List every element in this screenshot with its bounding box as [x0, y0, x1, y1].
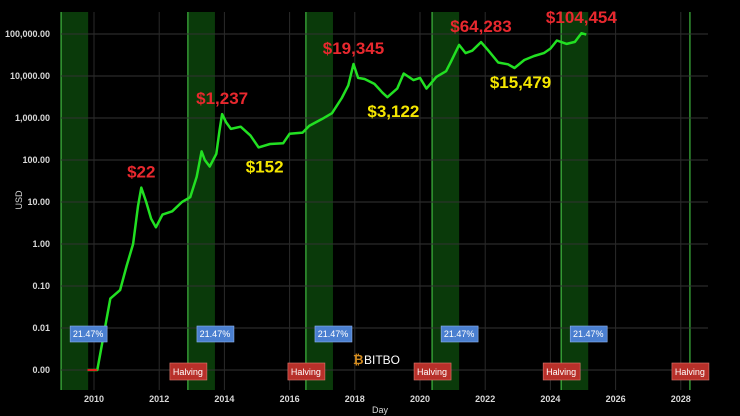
- trough-label: $152: [246, 157, 284, 176]
- x-tick-label: 2020: [410, 394, 430, 404]
- trough-label: $3,122: [367, 102, 419, 121]
- halving-badge: Halving: [542, 362, 581, 381]
- x-tick-label: 2018: [345, 394, 365, 404]
- svg-text:Halving: Halving: [417, 367, 447, 377]
- bitbo-logo: ₿ BITBO: [353, 352, 400, 367]
- halving-badge: Halving: [287, 362, 326, 381]
- svg-text:Halving: Halving: [291, 367, 321, 377]
- x-tick-label: 2010: [84, 394, 104, 404]
- x-axis-label: Day: [372, 405, 389, 415]
- y-tick-label: 1.00: [32, 239, 50, 249]
- svg-text:21.47%: 21.47%: [573, 329, 604, 339]
- peak-label: $19,345: [323, 39, 384, 58]
- logo-text: BITBO: [364, 353, 400, 367]
- halving-badge: Halving: [413, 362, 452, 381]
- svg-text:Halving: Halving: [675, 367, 705, 377]
- peak-label: $22: [127, 163, 155, 182]
- growth-pct-badge: 21.47%: [569, 325, 608, 343]
- y-tick-label: 0.01: [32, 323, 50, 333]
- trough-label: $15,479: [490, 73, 551, 92]
- svg-text:Halving: Halving: [173, 367, 203, 377]
- y-tick-label: 100,000.00: [5, 29, 50, 39]
- svg-text:Halving: Halving: [546, 367, 576, 377]
- halving-badge: Halving: [169, 362, 208, 381]
- growth-pct-badge: 21.47%: [440, 325, 479, 343]
- price-series-line: [87, 31, 587, 372]
- y-tick-label: 1,000.00: [15, 113, 50, 123]
- svg-text:21.47%: 21.47%: [73, 329, 104, 339]
- x-tick-label: 2014: [214, 394, 234, 404]
- y-tick-label: 0.00: [32, 365, 50, 375]
- growth-pct-badge: 21.47%: [314, 325, 353, 343]
- x-tick-label: 2016: [280, 394, 300, 404]
- x-tick-label: 2022: [475, 394, 495, 404]
- x-tick-label: 2012: [149, 394, 169, 404]
- peak-label: $104,454: [546, 8, 617, 27]
- peak-label: $64,283: [450, 17, 511, 36]
- growth-pct-badge: 21.47%: [69, 325, 108, 343]
- bitcoin-b-icon: ₿: [353, 352, 364, 367]
- y-tick-label: 100.00: [22, 155, 50, 165]
- peak-label: $1,237: [196, 89, 248, 108]
- growth-pct-badge: 21.47%: [196, 325, 235, 343]
- svg-text:21.47%: 21.47%: [444, 329, 475, 339]
- y-tick-label: 0.10: [32, 281, 50, 291]
- x-tick-label: 2028: [671, 394, 691, 404]
- x-tick-label: 2026: [606, 394, 626, 404]
- halving-badge: Halving: [671, 362, 710, 381]
- x-tick-label: 2024: [540, 394, 560, 404]
- svg-text:21.47%: 21.47%: [200, 329, 231, 339]
- svg-text:21.47%: 21.47%: [318, 329, 349, 339]
- y-tick-label: 10.00: [27, 197, 50, 207]
- y-tick-label: 10,000.00: [10, 71, 50, 81]
- y-axis-label: USD: [14, 190, 24, 210]
